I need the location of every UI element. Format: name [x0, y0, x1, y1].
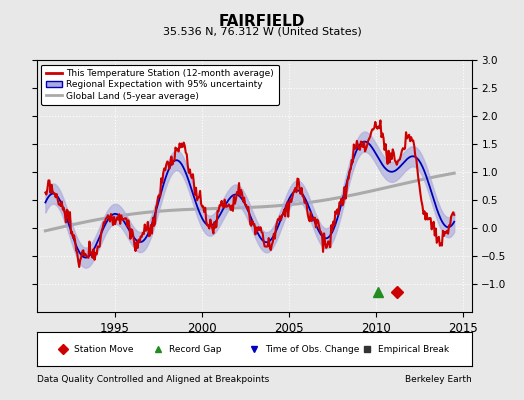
Text: FAIRFIELD: FAIRFIELD	[219, 14, 305, 29]
Legend: This Temperature Station (12-month average), Regional Expectation with 95% uncer: This Temperature Station (12-month avera…	[41, 64, 279, 105]
Text: Empirical Break: Empirical Break	[378, 344, 449, 354]
Text: Time of Obs. Change: Time of Obs. Change	[265, 344, 359, 354]
Text: Data Quality Controlled and Aligned at Breakpoints: Data Quality Controlled and Aligned at B…	[37, 375, 269, 384]
Text: Station Move: Station Move	[74, 344, 133, 354]
Text: Berkeley Earth: Berkeley Earth	[405, 375, 472, 384]
Text: Record Gap: Record Gap	[169, 344, 222, 354]
Text: 35.536 N, 76.312 W (United States): 35.536 N, 76.312 W (United States)	[162, 26, 362, 36]
